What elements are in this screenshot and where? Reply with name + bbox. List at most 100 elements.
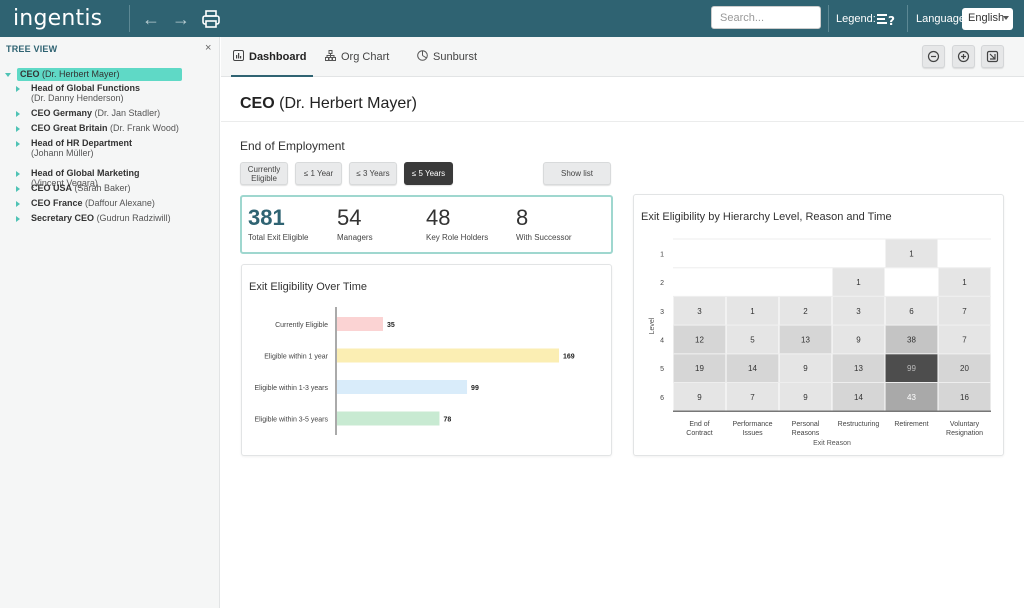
heatmap-cell[interactable] <box>832 296 885 325</box>
heatmap-y-tick: 3 <box>660 309 664 316</box>
filter-currently-eligible-button[interactable]: Currently Eligible <box>240 162 288 185</box>
expand-arrow-icon[interactable] <box>5 73 11 77</box>
expand-arrow-icon[interactable] <box>16 216 20 222</box>
heatmap-cell[interactable] <box>885 239 938 268</box>
tab-label: Org Chart <box>341 51 390 63</box>
heatmap-cell-value: 14 <box>854 393 863 402</box>
heatmap-cell[interactable] <box>938 383 991 411</box>
heatmap-cell-value: 5 <box>750 335 755 344</box>
bar-value-label: 35 <box>387 322 395 329</box>
heatmap-cell-value: 9 <box>697 393 702 402</box>
filter-label: ≤ 5 Years <box>411 169 446 178</box>
expand-arrow-icon[interactable] <box>16 171 20 177</box>
heatmap-cell[interactable] <box>832 354 885 382</box>
heatmap-cell[interactable] <box>779 296 832 325</box>
tab-sunburst[interactable]: Sunburst <box>417 37 477 77</box>
show-list-button[interactable]: Show list <box>543 162 611 185</box>
filter-1-year-button[interactable]: ≤ 1 Year <box>295 162 342 185</box>
heatmap-cell[interactable] <box>885 354 938 382</box>
tab-label: Dashboard <box>249 51 307 63</box>
heatmap-cell[interactable] <box>832 325 885 354</box>
kpi-managers[interactable]: 54 Managers <box>337 205 373 242</box>
heatmap-cell[interactable] <box>726 325 779 354</box>
expand-arrow-icon[interactable] <box>16 126 20 132</box>
heatmap-cell[interactable] <box>726 296 779 325</box>
tab-label: Sunburst <box>433 51 478 63</box>
print-icon[interactable] <box>201 9 221 29</box>
bar-value-label: 169 <box>563 354 575 361</box>
heatmap-cell[interactable] <box>673 383 726 411</box>
kpi-with-successor[interactable]: 8 With Successor <box>516 205 572 242</box>
kpi-label: With Successor <box>516 233 572 242</box>
legend-help-icon[interactable]: ? <box>876 11 896 27</box>
heatmap-cell[interactable] <box>885 296 938 325</box>
heatmap-cell[interactable] <box>938 268 991 296</box>
tree-view-panel: TREE VIEW × CEO (Dr. Herbert Mayer) Head… <box>0 37 220 608</box>
heatmap-cell[interactable] <box>726 354 779 382</box>
expand-arrow-icon[interactable] <box>16 141 20 147</box>
expand-arrow-icon[interactable] <box>16 201 20 207</box>
tab-org-chart[interactable]: Org Chart <box>325 37 389 77</box>
svg-text:?: ? <box>888 14 895 27</box>
exit-heatmap-chart: 11 13 1 2 3 6 712 5 13 9 38 719 14 9 13 99 209 7 9 14 43 1612… <box>649 238 991 447</box>
tree-item-title: CEO Great Britain <box>31 123 108 133</box>
heatmap-cell[interactable] <box>832 268 885 296</box>
bar-category-label: Eligible within 1-3 years <box>254 385 328 392</box>
heatmap-cell-value: 19 <box>695 364 704 373</box>
toolbar-divider <box>129 5 130 32</box>
kpi-key-role-holders[interactable]: 48 Key Role Holders <box>426 205 488 242</box>
heatmap-cell[interactable] <box>779 325 832 354</box>
heatmap-cell[interactable] <box>673 296 726 325</box>
heatmap-cell[interactable] <box>779 354 832 382</box>
expand-arrow-icon[interactable] <box>16 86 20 92</box>
bar-value-label: 99 <box>471 385 479 392</box>
bar[interactable] <box>337 348 559 363</box>
zoom-in-icon <box>957 50 970 63</box>
tree-item-title: Head of Global Marketing <box>31 168 140 178</box>
dashboard-icon <box>233 50 244 61</box>
expand-arrow-icon[interactable] <box>16 111 20 117</box>
language-select[interactable]: English <box>962 8 1013 30</box>
filter-3-years-button[interactable]: ≤ 3 Years <box>349 162 397 185</box>
heatmap-cell[interactable] <box>885 325 938 354</box>
heatmap-cell[interactable] <box>726 383 779 411</box>
zoom-out-button[interactable] <box>922 45 945 68</box>
bar[interactable] <box>337 317 383 331</box>
forward-arrow-icon[interactable]: → <box>172 9 190 29</box>
heatmap-cell-value: 1 <box>909 249 914 258</box>
bar[interactable] <box>337 411 440 426</box>
tree-item-root[interactable]: CEO (Dr. Herbert Mayer) <box>17 68 182 81</box>
heatmap-cell-value: 13 <box>854 364 863 373</box>
language-value: English <box>968 12 1005 24</box>
bar[interactable] <box>337 380 468 394</box>
tab-dashboard[interactable]: Dashboard <box>231 37 313 77</box>
heatmap-cell[interactable] <box>779 383 832 411</box>
close-icon[interactable]: × <box>205 42 212 54</box>
fit-screen-icon <box>986 50 999 63</box>
kpi-total-exit-eligible[interactable]: 381 Total Exit Eligible <box>248 205 308 242</box>
expand-arrow-icon[interactable] <box>16 186 20 192</box>
heatmap-cell-value: 99 <box>907 364 916 373</box>
zoom-in-button[interactable] <box>952 45 975 68</box>
tree-item-person: (Vincent Vegara) <box>31 178 98 188</box>
search-input[interactable] <box>711 6 821 29</box>
bar-category-label: Eligible within 3-5 years <box>254 417 328 424</box>
heatmap-cell[interactable] <box>938 354 991 382</box>
filter-label: ≤ 1 Year <box>303 169 334 178</box>
heatmap-cell[interactable] <box>673 354 726 382</box>
fit-to-screen-button[interactable] <box>981 45 1004 68</box>
kpi-value: 8 <box>516 205 529 230</box>
heatmap-cell-value: 1 <box>750 307 755 316</box>
heatmap-cell[interactable] <box>938 296 991 325</box>
sunburst-icon <box>417 50 428 61</box>
ingentis-logo[interactable]: ingentis <box>13 6 103 31</box>
heatmap-cell[interactable] <box>938 325 991 354</box>
heatmap-cell[interactable] <box>885 383 938 411</box>
heatmap-cell[interactable] <box>673 325 726 354</box>
tree-view-title: TREE VIEW <box>6 44 58 54</box>
bar-category-label: Currently Eligible <box>275 322 328 329</box>
heatmap-cell[interactable] <box>832 383 885 411</box>
back-arrow-icon[interactable]: ← <box>142 9 160 29</box>
heatmap-y-tick: 1 <box>660 251 664 258</box>
filter-5-years-button[interactable]: ≤ 5 Years <box>404 162 453 185</box>
